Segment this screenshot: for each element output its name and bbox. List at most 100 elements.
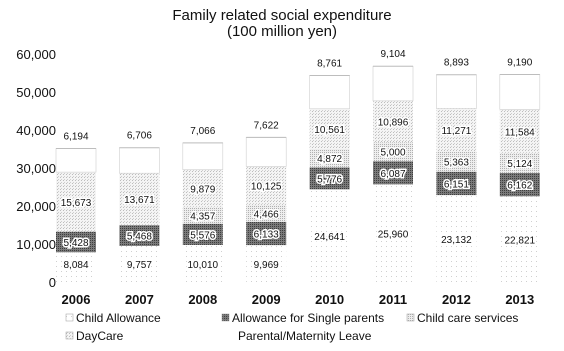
bar-segment <box>56 231 96 253</box>
bar-segment <box>499 109 540 154</box>
bar-segment <box>436 108 477 152</box>
bar-segment <box>309 167 350 190</box>
data-label: 6,087 <box>380 169 405 180</box>
bar-segment <box>499 196 540 283</box>
data-label: 10,561 <box>314 125 345 136</box>
legend-swatch <box>65 331 74 340</box>
bar-segment <box>55 148 97 173</box>
data-label: 23,132 <box>441 235 472 246</box>
bar-segment <box>119 173 160 226</box>
bar-segment <box>436 195 477 283</box>
data-label: 7,066 <box>190 126 215 137</box>
bar-segment <box>56 252 96 283</box>
data-label: 22,821 <box>505 236 536 247</box>
data-label: 6,162 <box>507 181 532 192</box>
x-tick-label: 2007 <box>125 292 154 307</box>
bar-segment <box>246 166 287 205</box>
bar-segment <box>309 75 350 110</box>
bar-segment <box>246 221 287 246</box>
legend-label: Child care services <box>417 311 518 325</box>
y-tick-label: 30,000 <box>16 161 56 176</box>
bar-segment <box>182 207 223 224</box>
bar-segment <box>119 245 160 283</box>
data-label: 6,194 <box>63 132 88 143</box>
bar-segment <box>245 137 287 167</box>
y-tick-label: 50,000 <box>16 85 56 100</box>
y-tick-label: 60,000 <box>16 47 56 62</box>
data-label: 9,969 <box>254 260 279 271</box>
legend-label: Parental/Maternity Leave <box>238 329 372 343</box>
bar-segment <box>182 223 223 245</box>
data-label: 6,133 <box>254 229 279 240</box>
data-label: 15,673 <box>61 198 92 209</box>
legend-swatch <box>221 313 230 322</box>
bar-segment <box>309 189 350 283</box>
bar-segment <box>182 142 224 170</box>
data-label: 5,576 <box>190 230 215 241</box>
bar-segment <box>309 108 350 149</box>
data-label: 9,757 <box>127 260 152 271</box>
data-label: 5,363 <box>444 158 469 169</box>
y-tick-label: 40,000 <box>16 123 56 138</box>
data-label: 13,671 <box>124 195 155 206</box>
data-label: 10,896 <box>378 118 409 129</box>
data-label: 5,428 <box>63 238 88 249</box>
bar-segment <box>373 100 413 143</box>
x-tick-label: 2009 <box>252 292 281 307</box>
data-label: 24,641 <box>314 232 345 243</box>
bar-segment <box>499 172 540 197</box>
bar-segment <box>119 147 160 174</box>
bar-segment <box>436 74 477 109</box>
legend-label: Child Allowance <box>76 311 161 325</box>
data-label: 7,622 <box>254 120 279 131</box>
x-tick-label: 2008 <box>188 292 217 307</box>
data-label: 11,584 <box>505 127 535 138</box>
data-label: 6,706 <box>127 131 152 142</box>
bar-segment <box>499 153 540 173</box>
legend-swatch <box>406 313 415 322</box>
bar-segment <box>182 244 223 283</box>
data-label: 5,124 <box>507 159 532 170</box>
data-label: 4,357 <box>190 211 215 222</box>
x-tick-label: 2011 <box>379 292 407 307</box>
x-tick-label: 2006 <box>62 292 91 307</box>
bar-segment <box>373 184 413 283</box>
bar-segment <box>499 74 541 110</box>
data-label: 8,084 <box>63 260 88 271</box>
bar-segment <box>436 151 477 172</box>
legend-label: Allowance for Single parents <box>232 311 384 325</box>
bar-segment <box>56 172 96 232</box>
data-label: 9,879 <box>190 184 215 195</box>
y-tick-label: 20,000 <box>16 199 56 214</box>
x-tick-label: 2013 <box>505 292 534 307</box>
data-label: 5,468 <box>127 232 152 243</box>
data-label: 25,960 <box>378 230 409 241</box>
data-label: 11,271 <box>441 126 471 137</box>
y-tick-label: 10,000 <box>16 237 56 252</box>
data-label: 8,761 <box>317 58 342 69</box>
data-label: 8,893 <box>444 58 469 69</box>
data-label: 10,125 <box>251 182 282 193</box>
legend-label: DayCare <box>76 329 124 343</box>
bar-segment <box>246 204 287 222</box>
bar-segment <box>373 142 413 162</box>
x-tick-label: 2012 <box>442 292 471 307</box>
chart-subtitle: (100 million yen) <box>226 23 338 40</box>
data-label: 9,190 <box>507 57 532 68</box>
data-label: 6,151 <box>444 179 469 190</box>
bar-segment <box>246 245 287 283</box>
y-tick-label: 0 <box>49 275 56 290</box>
chart-title: Family related social expenditure <box>172 7 392 24</box>
data-label: 4,872 <box>317 154 342 165</box>
bar-segment <box>182 169 223 208</box>
data-label: 9,104 <box>380 49 405 60</box>
data-label: 5,776 <box>317 174 342 185</box>
bar-segment <box>436 171 477 196</box>
legend-swatch <box>65 313 74 322</box>
data-label: 5,000 <box>380 148 405 159</box>
x-tick-label: 2010 <box>315 292 344 307</box>
data-label: 10,010 <box>188 260 219 271</box>
bar-segment <box>119 225 160 246</box>
